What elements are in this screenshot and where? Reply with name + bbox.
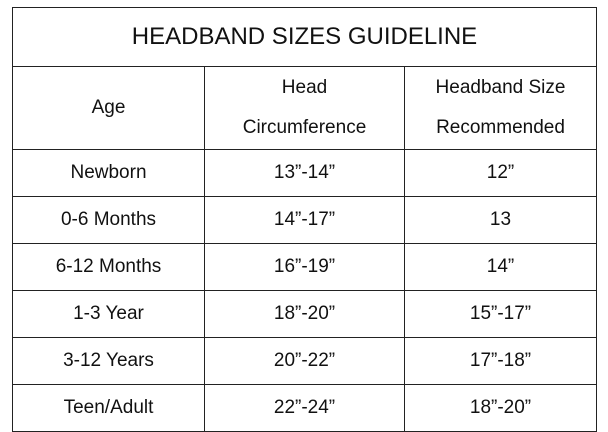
- table-row: Teen/Adult 22”-24” 18”-20”: [12, 384, 597, 432]
- cell-head: 14”-17”: [204, 196, 405, 244]
- table-row: 6-12 Months 16”-19” 14”: [12, 243, 597, 291]
- cell-band: 12”: [404, 149, 597, 197]
- table-row: 1-3 Year 18”-20” 15”-17”: [12, 290, 597, 338]
- header-head-line2: Circumference: [242, 117, 367, 138]
- cell-head: 20”-22”: [204, 337, 405, 385]
- cell-band: 13: [404, 196, 597, 244]
- cell-head: 16”-19”: [204, 243, 405, 291]
- cell-head: 13”-14”: [204, 149, 405, 197]
- cell-head: 22”-24”: [204, 384, 405, 432]
- header-head-circumference: Head Circumference: [204, 66, 405, 150]
- header-head-line1: Head: [281, 77, 328, 98]
- table-row: 3-12 Years 20”-22” 17”-18”: [12, 337, 597, 385]
- header-headband-size: Headband Size Recommended: [404, 66, 597, 150]
- header-band-line2: Recommended: [436, 117, 565, 138]
- cell-band: 15”-17”: [404, 290, 597, 338]
- cell-age: 3-12 Years: [12, 337, 205, 385]
- cell-age: Teen/Adult: [12, 384, 205, 432]
- cell-age: 0-6 Months: [12, 196, 205, 244]
- cell-band: 17”-18”: [404, 337, 597, 385]
- header-age: Age: [12, 66, 205, 150]
- header-band-line1: Headband Size: [435, 77, 566, 98]
- cell-head: 18”-20”: [204, 290, 405, 338]
- table-title: HEADBAND SIZES GUIDELINE: [12, 7, 597, 67]
- headband-sizes-table: HEADBAND SIZES GUIDELINE Age Head Circumf…: [12, 7, 597, 432]
- cell-band: 18”-20”: [404, 384, 597, 432]
- cell-age: Newborn: [12, 149, 205, 197]
- cell-age: 6-12 Months: [12, 243, 205, 291]
- cell-age: 1-3 Year: [12, 290, 205, 338]
- table-row: 0-6 Months 14”-17” 13: [12, 196, 597, 244]
- table-row: Newborn 13”-14” 12”: [12, 149, 597, 197]
- cell-band: 14”: [404, 243, 597, 291]
